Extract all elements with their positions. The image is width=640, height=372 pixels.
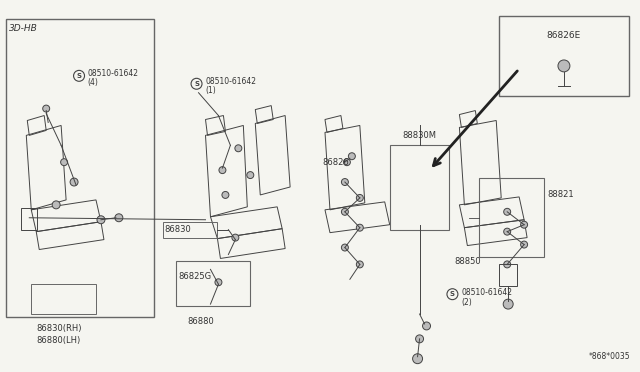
Circle shape: [52, 201, 60, 209]
Text: 08510-61642: 08510-61642: [87, 69, 138, 78]
Circle shape: [341, 179, 348, 186]
Bar: [479, 178, 544, 257]
Circle shape: [61, 159, 68, 166]
Circle shape: [219, 167, 226, 174]
Circle shape: [70, 178, 78, 186]
Bar: [163, 222, 218, 238]
Circle shape: [222, 192, 229, 198]
Text: 86880: 86880: [187, 317, 214, 326]
Circle shape: [348, 153, 355, 160]
Bar: [175, 262, 250, 306]
Circle shape: [504, 261, 511, 268]
Bar: [21, 208, 37, 230]
Circle shape: [422, 322, 431, 330]
Circle shape: [341, 208, 348, 215]
Circle shape: [520, 241, 527, 248]
Text: S: S: [77, 73, 81, 79]
Text: 86830: 86830: [164, 225, 191, 234]
Circle shape: [520, 221, 527, 228]
Text: 86826: 86826: [322, 158, 349, 167]
Circle shape: [413, 354, 422, 364]
Circle shape: [43, 105, 50, 112]
Bar: [499, 16, 628, 96]
Circle shape: [558, 60, 570, 72]
Bar: [6, 19, 154, 317]
Text: 86880(LH): 86880(LH): [36, 336, 81, 345]
Circle shape: [115, 214, 123, 222]
Text: 86826E: 86826E: [547, 31, 581, 40]
Circle shape: [232, 234, 239, 241]
Circle shape: [356, 261, 364, 268]
Text: *868*0035: *868*0035: [589, 352, 630, 361]
Bar: [31, 284, 96, 314]
Text: 88850: 88850: [454, 257, 481, 266]
Circle shape: [215, 279, 222, 286]
Circle shape: [504, 208, 511, 215]
Circle shape: [344, 159, 350, 166]
Circle shape: [235, 145, 242, 152]
Text: 86825G: 86825G: [179, 272, 212, 281]
Circle shape: [503, 299, 513, 309]
Text: (2): (2): [461, 298, 472, 307]
Bar: [499, 264, 517, 286]
Text: 3D-HB: 3D-HB: [10, 24, 38, 33]
Circle shape: [356, 195, 364, 201]
Circle shape: [504, 228, 511, 235]
Circle shape: [247, 171, 254, 179]
Text: S: S: [450, 291, 455, 297]
Text: S: S: [194, 81, 199, 87]
Text: 88821: 88821: [547, 190, 573, 199]
Circle shape: [415, 335, 424, 343]
Text: (1): (1): [205, 86, 216, 95]
Text: 88830M: 88830M: [403, 131, 436, 140]
Circle shape: [97, 216, 105, 224]
Circle shape: [356, 224, 364, 231]
Circle shape: [341, 244, 348, 251]
Text: 86830(RH): 86830(RH): [36, 324, 82, 333]
Text: 08510-61642: 08510-61642: [205, 77, 257, 86]
Text: (4): (4): [87, 78, 98, 87]
Text: 08510-61642: 08510-61642: [461, 288, 513, 297]
Bar: [390, 145, 449, 230]
